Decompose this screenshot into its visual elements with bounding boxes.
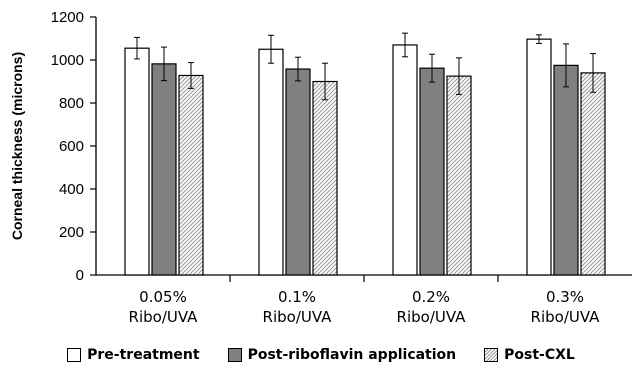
legend: Pre-treatment Post-riboflavin application… xyxy=(0,344,642,366)
bar-pre-treatment-2 xyxy=(259,49,283,275)
legend-swatch xyxy=(228,348,242,362)
x-category-label: 0.2% xyxy=(412,288,450,306)
y-tick-label: 800 xyxy=(59,95,84,112)
x-category-label: 0.1% xyxy=(278,288,316,306)
legend-item: Post-CXL xyxy=(484,347,575,363)
legend-swatch xyxy=(484,348,498,362)
y-tick-label: 600 xyxy=(59,138,84,155)
x-category-label: 0.05% xyxy=(139,288,187,306)
bar-post-cxl-3 xyxy=(447,76,471,275)
y-tick-label: 200 xyxy=(59,224,84,241)
y-tick-label: 1000 xyxy=(51,52,84,69)
legend-label: Post-riboflavin application xyxy=(248,347,457,363)
x-category-label: Ribo/UVA xyxy=(129,308,199,326)
y-tick-label: 0 xyxy=(76,267,84,284)
y-tick-label: 400 xyxy=(59,181,84,198)
x-category-label: Ribo/UVA xyxy=(397,308,467,326)
y-axis-label: Corneal thickness (microns) xyxy=(9,52,25,240)
bar-chart: 0 200 400 600 800 1000 1200 Corneal thickness (… xyxy=(0,0,642,340)
bar-post-cxl-1 xyxy=(179,75,203,275)
y-tick-label: 1200 xyxy=(51,9,84,26)
bar-post-riboflavin-application-4 xyxy=(554,65,578,275)
x-category-label: Ribo/UVA xyxy=(263,308,333,326)
bar-post-riboflavin-application-3 xyxy=(420,68,444,275)
bar-pre-treatment-3 xyxy=(393,45,417,275)
legend-item: Pre-treatment xyxy=(67,347,199,363)
bar-post-riboflavin-application-1 xyxy=(152,64,176,275)
x-category-label: 0.3% xyxy=(546,288,584,306)
bar-post-riboflavin-application-2 xyxy=(286,69,310,275)
legend-swatch xyxy=(67,348,81,362)
bar-pre-treatment-1 xyxy=(125,48,149,275)
legend-item: Post-riboflavin application xyxy=(228,347,457,363)
bar-post-cxl-4 xyxy=(581,73,605,275)
bar-post-cxl-2 xyxy=(313,82,337,276)
legend-label: Post-CXL xyxy=(504,347,575,363)
x-category-label: Ribo/UVA xyxy=(531,308,601,326)
bar-pre-treatment-4 xyxy=(527,39,551,275)
legend-label: Pre-treatment xyxy=(87,347,199,363)
